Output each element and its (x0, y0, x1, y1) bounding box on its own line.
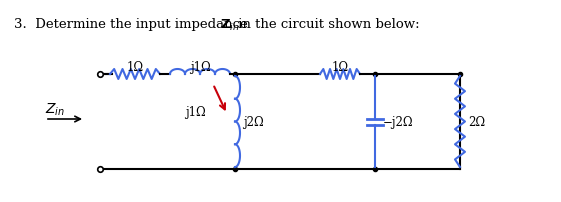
Text: 1Ω: 1Ω (332, 61, 348, 74)
Text: j2Ω: j2Ω (243, 115, 264, 128)
Text: $Z_{in}$: $Z_{in}$ (45, 101, 65, 118)
Text: $\mathbf{Z}_{\mathbf{\mathit{in}}}$: $\mathbf{Z}_{\mathbf{\mathit{in}}}$ (220, 18, 240, 33)
Text: 3.  Determine the input impedance: 3. Determine the input impedance (14, 18, 252, 31)
Text: 1Ω: 1Ω (126, 61, 144, 74)
Text: in the circuit shown below:: in the circuit shown below: (234, 18, 420, 31)
Text: j1Ω: j1Ω (185, 106, 206, 119)
Text: 2Ω: 2Ω (468, 115, 485, 128)
Text: −j2Ω: −j2Ω (383, 115, 413, 128)
Text: j1Ω: j1Ω (190, 61, 210, 74)
